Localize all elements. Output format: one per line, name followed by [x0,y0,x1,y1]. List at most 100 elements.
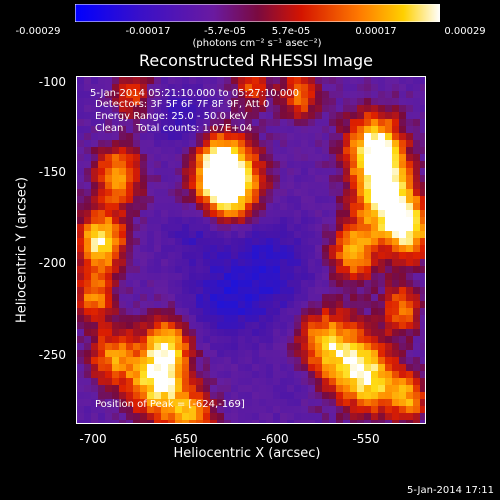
heatmap-cell [175,322,182,329]
heatmap-cell [392,399,399,406]
heatmap-cell [343,343,350,350]
heatmap-cell [329,301,336,308]
heatmap-cell [385,322,392,329]
heatmap-cell [273,385,280,392]
heatmap-cell [140,189,147,196]
heatmap-cell [210,147,217,154]
heatmap-cell [357,266,364,273]
heatmap-cell [406,140,413,147]
heatmap-cell [182,196,189,203]
heatmap-cell [336,196,343,203]
heatmap-cell [259,182,266,189]
heatmap-cell [210,112,217,119]
heatmap-cell [287,140,294,147]
heatmap-cell [224,392,231,399]
heatmap-cell [98,126,105,133]
heatmap-cell [301,231,308,238]
heatmap-cell [371,168,378,175]
heatmap-cell [133,161,140,168]
heatmap-cell [329,224,336,231]
heatmap-cell [364,112,371,119]
heatmap-cell [266,210,273,217]
heatmap-cell [203,154,210,161]
heatmap-cell [343,91,350,98]
heatmap-cell [413,280,420,287]
heatmap-cell [378,336,385,343]
heatmap-cell [147,98,154,105]
heatmap-cell [147,105,154,112]
heatmap-cell [210,329,217,336]
heatmap-cell [252,210,259,217]
heatmap-cell [252,385,259,392]
heatmap-cell [301,399,308,406]
heatmap-cell [224,105,231,112]
heatmap-cell [161,343,168,350]
heatmap-cell [224,119,231,126]
heatmap-cell [378,161,385,168]
heatmap-cell [105,182,112,189]
heatmap-cell [301,357,308,364]
heatmap-cell [112,308,119,315]
heatmap-cell [98,238,105,245]
heatmap-cell [140,203,147,210]
heatmap-cell [147,350,154,357]
heatmap-cell [378,364,385,371]
heatmap-cell [336,168,343,175]
heatmap-cell [399,203,406,210]
heatmap-cell [133,98,140,105]
heatmap-cell [119,203,126,210]
heatmap-cell [91,84,98,91]
heatmap-cell [98,371,105,378]
heatmap-cell [196,217,203,224]
heatmap-cell [84,189,91,196]
heatmap-cell [182,168,189,175]
heatmap-cell [217,329,224,336]
heatmap-cell [182,301,189,308]
heatmap-cell [350,224,357,231]
x-tick-label: -700 [79,432,107,446]
heatmap-cell [378,84,385,91]
heatmap-cell [273,357,280,364]
heatmap-cell [357,280,364,287]
heatmap-cell [91,175,98,182]
heatmap-cell [147,203,154,210]
heatmap-cell [378,357,385,364]
heatmap-cell [294,378,301,385]
heatmap-cell [203,203,210,210]
heatmap-cell [273,308,280,315]
heatmap-cell [189,196,196,203]
heatmap-cell [364,161,371,168]
heatmap-cell [182,406,189,413]
heatmap-cell [273,406,280,413]
heatmap-cell [273,112,280,119]
heatmap-cell [371,420,378,423]
heatmap-cell [140,224,147,231]
heatmap-cell [364,406,371,413]
heatmap-cell [224,301,231,308]
heatmap-cell [406,406,413,413]
heatmap-cell [112,203,119,210]
heatmap-cell [119,245,126,252]
heatmap-cell [287,217,294,224]
heatmap-cell [266,315,273,322]
heatmap-cell [189,154,196,161]
heatmap-cell [168,210,175,217]
heatmap-cell [252,294,259,301]
heatmap-cell [413,147,420,154]
heatmap-cell [189,273,196,280]
heatmap-cell [154,245,161,252]
heatmap-cell [98,308,105,315]
heatmap-cell [77,182,84,189]
heatmap-cell [98,301,105,308]
heatmap-cell [287,91,294,98]
heatmap-cell [259,259,266,266]
heatmap-cell [203,322,210,329]
heatmap-cell [210,245,217,252]
heatmap-cell [119,294,126,301]
heatmap-cell [189,175,196,182]
heatmap-cell [322,126,329,133]
heatmap-cell [189,112,196,119]
heatmap-cell [308,112,315,119]
heatmap-cell [217,364,224,371]
heatmap-cell [301,84,308,91]
